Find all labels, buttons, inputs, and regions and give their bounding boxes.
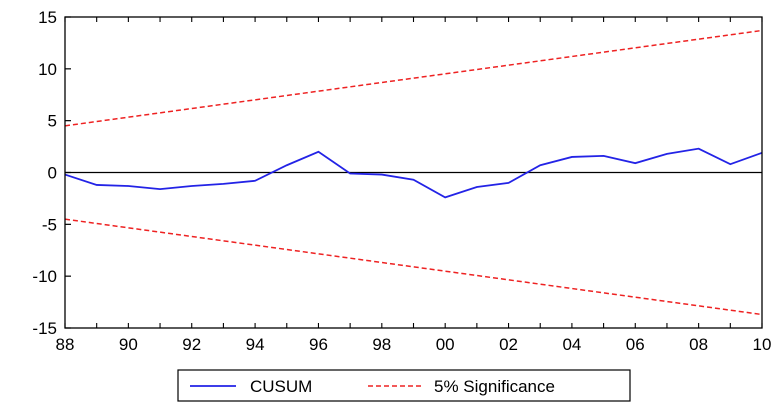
x-tick-label: 00 [436,335,455,354]
x-tick-label: 88 [56,335,75,354]
legend-box [177,369,631,402]
legend-label-cusum: CUSUM [250,377,312,396]
y-tick-label: 10 [38,60,57,79]
y-tick-label: 5 [48,112,57,131]
x-tick-label: 10 [753,335,772,354]
x-tick-label: 08 [689,335,708,354]
y-tick-label: -10 [32,267,57,286]
x-tick-label: 96 [309,335,328,354]
series-cusum-line [64,147,763,199]
y-tick-label: -15 [32,319,57,338]
legend-label-significance: 5% Significance [434,377,555,396]
x-tick-label: 98 [372,335,391,354]
y-tick-label: 15 [38,8,57,27]
x-tick-label: 92 [182,335,201,354]
y-tick-label: 0 [48,164,57,183]
series-significance-lower-line [64,218,763,316]
x-tick-label: 02 [499,335,518,354]
y-tick-label: -5 [42,215,57,234]
x-tick-label: 94 [246,335,265,354]
x-tick-label: 04 [562,335,581,354]
x-tick-label: 90 [119,335,138,354]
x-tick-label: 06 [626,335,645,354]
legend: CUSUM 5% Significance [177,369,631,402]
series-significance-upper-line [64,29,763,127]
